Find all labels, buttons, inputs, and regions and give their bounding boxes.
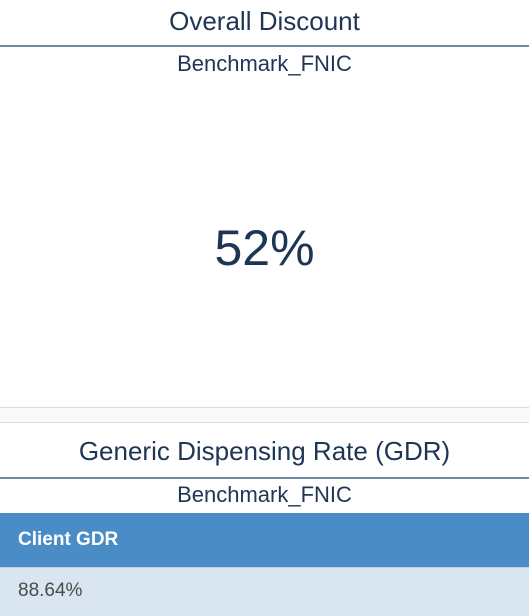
- panel-divider: [0, 408, 529, 423]
- gdr-title: Generic Dispensing Rate (GDR): [0, 423, 529, 479]
- client-gdr-header: Client GDR: [0, 513, 529, 567]
- gdr-benchmark: Benchmark_FNIC: [177, 482, 352, 507]
- overall-discount-benchmark: Benchmark_FNIC: [177, 51, 352, 76]
- overall-discount-title: Overall Discount: [0, 0, 529, 47]
- gdr-panel: Generic Dispensing Rate (GDR) Benchmark_…: [0, 423, 529, 616]
- overall-discount-value: 52%: [214, 220, 315, 276]
- client-gdr-value: 88.64%: [0, 567, 529, 616]
- overall-discount-panel: Overall Discount Benchmark_FNIC 52%: [0, 0, 529, 408]
